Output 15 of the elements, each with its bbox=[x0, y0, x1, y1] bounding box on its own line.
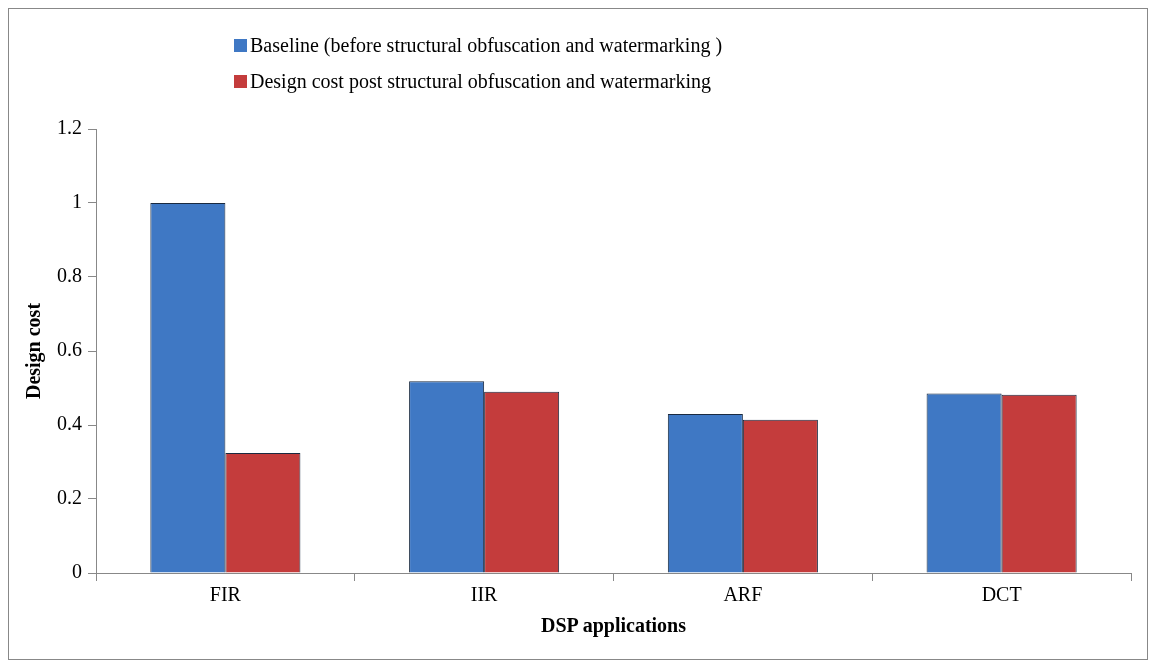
y-tick-label: 0.2 bbox=[57, 486, 82, 509]
x-tick-label: DCT bbox=[981, 583, 1022, 606]
y-axis-title: Design cost bbox=[22, 302, 46, 400]
x-tick-label: FIR bbox=[209, 583, 242, 606]
y-tick-label: 0.8 bbox=[57, 264, 82, 287]
y-tick-label: 1.2 bbox=[57, 116, 82, 139]
y-tick-label: 0 bbox=[72, 560, 82, 583]
x-tick-label: ARF bbox=[723, 583, 763, 606]
y-tick-label: 1 bbox=[72, 190, 82, 213]
x-axis-title: DSP applications bbox=[540, 614, 687, 638]
y-tick-label: 0.4 bbox=[57, 412, 82, 435]
legend-label: Design cost post structural obfuscation and watermarking bbox=[250, 69, 711, 95]
y-tick-label: 0.6 bbox=[57, 338, 82, 361]
legend-label: Baseline (before structural obfuscation and watermarking ) bbox=[250, 33, 723, 59]
x-tick-label: IIR bbox=[470, 583, 499, 606]
